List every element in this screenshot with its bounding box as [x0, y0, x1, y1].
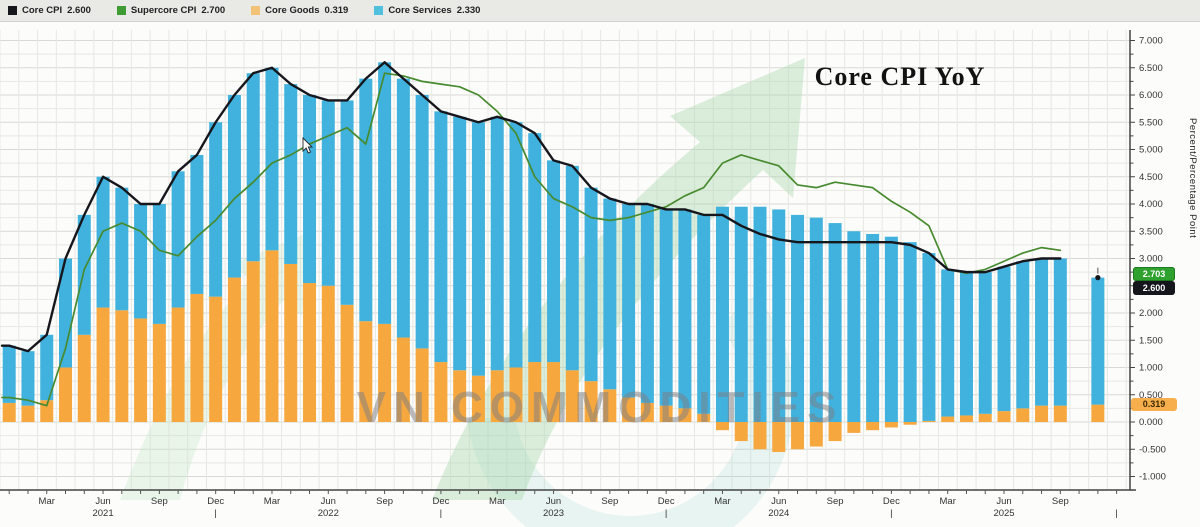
svg-text:Jun: Jun [996, 496, 1011, 507]
svg-text:2021: 2021 [92, 508, 113, 519]
svg-text:1.000: 1.000 [1139, 363, 1163, 374]
core-cpi-last-value-badge: 2.600 [1133, 281, 1175, 295]
core-services-swatch-icon [374, 6, 384, 15]
legend-value: 2.330 [456, 5, 481, 16]
svg-text:5.500: 5.500 [1139, 117, 1163, 128]
svg-text:0.000: 0.000 [1139, 417, 1163, 428]
legend-label: Core CPI [22, 5, 63, 16]
svg-text:|: | [890, 508, 892, 519]
svg-text:6.000: 6.000 [1139, 90, 1163, 101]
legend-label: Core Services [388, 5, 452, 16]
svg-text:Jun: Jun [771, 496, 786, 507]
svg-text:Mar: Mar [489, 496, 505, 507]
svg-text:Dec: Dec [207, 496, 224, 507]
legend-value: 2.700 [201, 5, 226, 16]
legend-item-core-goods: Core Goods 0.319 [251, 5, 348, 16]
legend-item-core-cpi: Core CPI 2.600 [8, 5, 91, 16]
svg-text:7.000: 7.000 [1139, 36, 1163, 47]
svg-text:Sep: Sep [601, 496, 618, 507]
legend-value: 2.600 [67, 5, 91, 16]
svg-text:2022: 2022 [318, 508, 339, 519]
svg-text:Dec: Dec [432, 496, 449, 507]
supercore-cpi-swatch-icon [116, 6, 126, 15]
svg-text:Jun: Jun [546, 496, 561, 507]
svg-text:Dec: Dec [883, 496, 900, 507]
svg-text:|: | [214, 508, 216, 519]
watermark-text: VN COMMODITIES [356, 383, 844, 432]
core-goods-swatch-icon [251, 6, 261, 15]
svg-text:Mar: Mar [940, 496, 956, 507]
svg-text:|: | [1115, 508, 1117, 519]
svg-text:1.500: 1.500 [1139, 335, 1163, 346]
svg-text:0.500: 0.500 [1139, 390, 1163, 401]
svg-text:2.000: 2.000 [1139, 308, 1163, 319]
svg-text:Mar: Mar [39, 496, 55, 507]
svg-text:Dec: Dec [658, 496, 675, 507]
y-axis-unit-label: Percent/Percentage Point [1187, 118, 1198, 239]
svg-text:3.500: 3.500 [1139, 226, 1163, 237]
svg-text:Jun: Jun [321, 496, 336, 507]
svg-text:4.000: 4.000 [1139, 199, 1163, 210]
core-goods-last-value-badge: 0.319 [1131, 398, 1177, 411]
legend-label: Supercore CPI [130, 5, 197, 16]
chart-title: Core CPI YoY [814, 62, 986, 91]
svg-text:5.000: 5.000 [1139, 145, 1163, 156]
svg-text:|: | [665, 508, 667, 519]
legend-item-supercore-cpi: Supercore CPI 2.700 [116, 5, 226, 16]
svg-text:Sep: Sep [827, 496, 844, 507]
supercore-last-value-badge: 2.703 [1133, 267, 1175, 281]
svg-text:-1.000: -1.000 [1139, 472, 1166, 483]
svg-text:Mar: Mar [264, 496, 280, 507]
svg-text:Sep: Sep [151, 496, 168, 507]
svg-text:3.000: 3.000 [1139, 254, 1163, 265]
legend-bar: Core CPI 2.600 Supercore CPI 2.700 Core … [0, 0, 1200, 22]
legend-label: Core Goods [265, 5, 320, 16]
svg-text:6.500: 6.500 [1139, 63, 1163, 74]
svg-text:|: | [440, 508, 442, 519]
svg-text:4.500: 4.500 [1139, 172, 1163, 183]
core-cpi-swatch-icon [8, 6, 17, 15]
svg-text:Sep: Sep [1052, 496, 1069, 507]
svg-text:Mar: Mar [714, 496, 730, 507]
svg-text:-0.500: -0.500 [1139, 444, 1166, 455]
svg-text:2025: 2025 [993, 508, 1014, 519]
svg-text:Jun: Jun [95, 496, 110, 507]
legend-value: 0.319 [324, 5, 349, 16]
legend-item-core-services: Core Services 2.330 [374, 5, 480, 16]
svg-text:Sep: Sep [376, 496, 393, 507]
svg-text:2023: 2023 [543, 508, 564, 519]
svg-text:2024: 2024 [768, 508, 789, 519]
